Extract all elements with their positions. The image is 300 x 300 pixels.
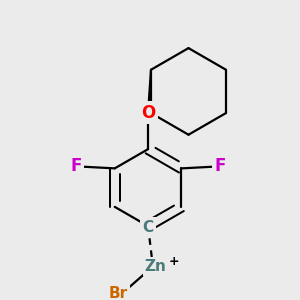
Text: F: F <box>70 158 82 175</box>
Text: +: + <box>169 255 179 268</box>
Text: Zn: Zn <box>145 259 167 274</box>
Text: F: F <box>214 158 226 175</box>
Text: Br: Br <box>109 286 128 300</box>
Text: C: C <box>142 220 154 235</box>
Text: O: O <box>141 103 155 122</box>
